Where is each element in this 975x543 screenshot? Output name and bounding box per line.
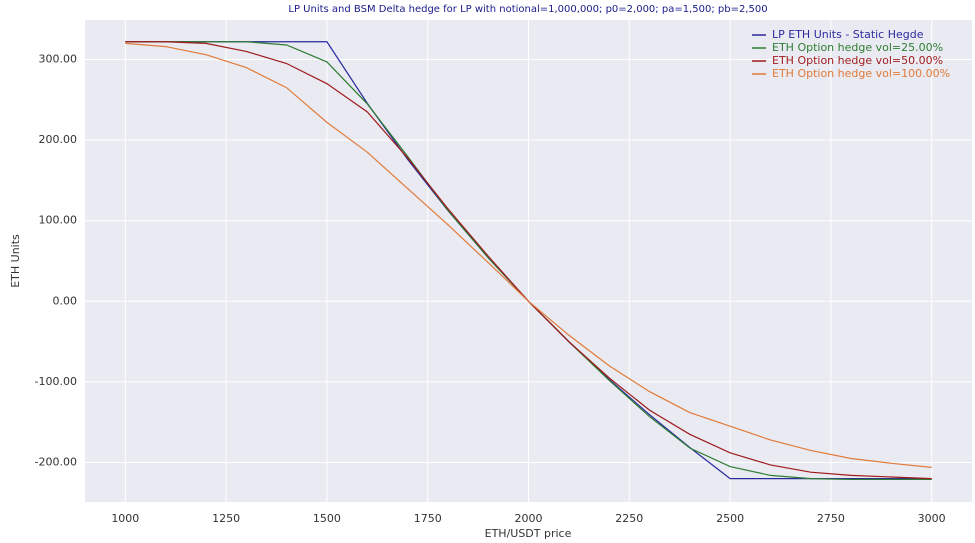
x-tick-label: 1750 [414,512,442,525]
y-tick-label: 300.00 [39,52,78,65]
x-tick-label: 2250 [615,512,643,525]
y-tick-label: 200.00 [39,133,78,146]
x-axis-label: ETH/USDT price [485,527,572,540]
y-tick-label: -100.00 [35,375,77,388]
y-tick-label: -200.00 [35,456,77,469]
legend-label: ETH Option hedge vol=50.00% [772,54,943,67]
legend-label: LP ETH Units - Static Hegde [772,28,924,41]
x-tick-label: 1500 [313,512,341,525]
series-line [125,42,932,468]
x-tick-label: 1000 [111,512,139,525]
chart-title: LP Units and BSM Delta hedge for LP with… [288,4,767,15]
x-tick-label: 3000 [918,512,946,525]
y-tick-label: 100.00 [39,214,78,227]
legend-label: ETH Option hedge vol=100.00% [772,67,950,80]
legend-label: ETH Option hedge vol=25.00% [772,41,943,54]
y-tick-label: 0.00 [53,294,78,307]
y-axis-label: ETH Units [9,234,22,288]
x-tick-label: 1250 [212,512,240,525]
x-tick-label: 2750 [817,512,845,525]
x-tick-label: 2500 [716,512,744,525]
x-tick-label: 2000 [515,512,543,525]
